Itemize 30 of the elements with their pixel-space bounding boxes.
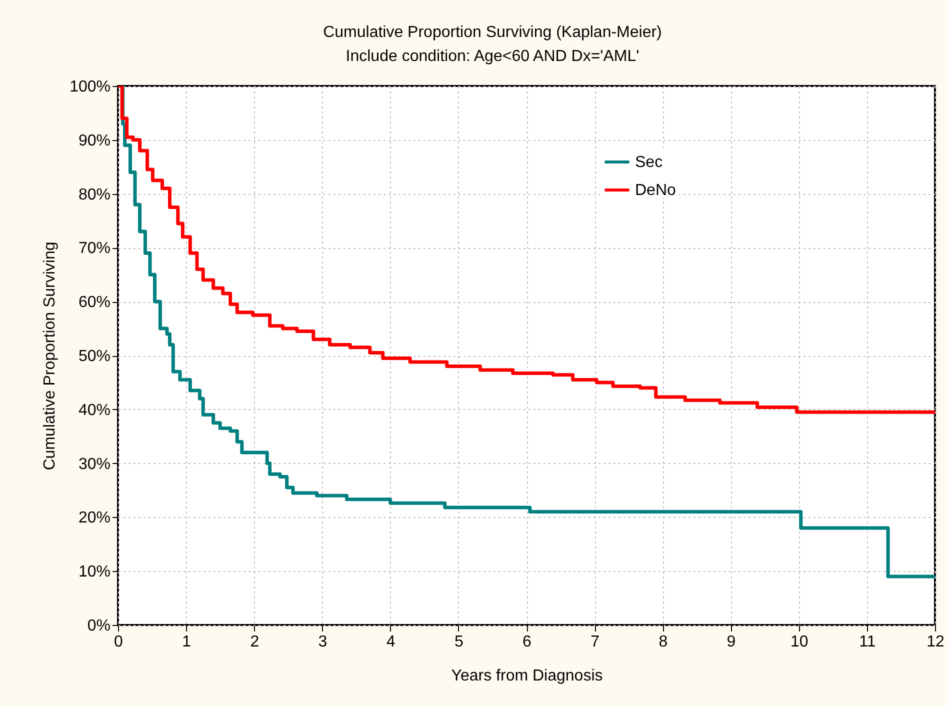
- y-tick-label: 50%: [78, 348, 110, 365]
- y-tick-label: 60%: [78, 294, 110, 312]
- x-tick-label: 5: [454, 634, 464, 650]
- x-tick-label: 3: [318, 634, 328, 650]
- x-tick-label: 2: [250, 634, 260, 650]
- chart-subtitle: Include condition: Age<60 AND Dx='AML': [346, 48, 640, 65]
- x-tick-label: 11: [859, 634, 876, 650]
- x-tick-label: 1: [182, 634, 192, 650]
- y-tick-label: 90%: [78, 132, 110, 150]
- y-tick-label: 100%: [70, 78, 110, 96]
- x-tick-label: 12: [926, 634, 944, 650]
- y-tick-label: 0%: [87, 618, 110, 634]
- x-tick-label: 0: [114, 634, 124, 650]
- y-tick-label: 40%: [78, 402, 110, 419]
- x-axis-title: Years from Diagnosis: [451, 668, 603, 684]
- x-tick-label: 4: [386, 634, 396, 650]
- x-tick-label: 9: [726, 634, 736, 650]
- x-tick-label: 8: [658, 634, 668, 650]
- y-tick-label: 20%: [78, 510, 110, 527]
- x-tick-label: 7: [590, 634, 600, 650]
- y-tick-label: 30%: [78, 456, 110, 473]
- x-tick-label: 6: [522, 634, 532, 650]
- chart-title: Cumulative Proportion Surviving (Kaplan-Meier): [323, 24, 662, 41]
- y-axis-title: Cumulative Proportion Surviving: [42, 242, 59, 470]
- legend-label: DeNo: [635, 182, 676, 199]
- y-tick-label: 70%: [78, 240, 110, 258]
- x-tick-label: 10: [790, 634, 808, 650]
- legend-label: Sec: [635, 154, 663, 171]
- y-tick-label: 10%: [78, 564, 110, 581]
- y-tick-label: 80%: [78, 186, 110, 204]
